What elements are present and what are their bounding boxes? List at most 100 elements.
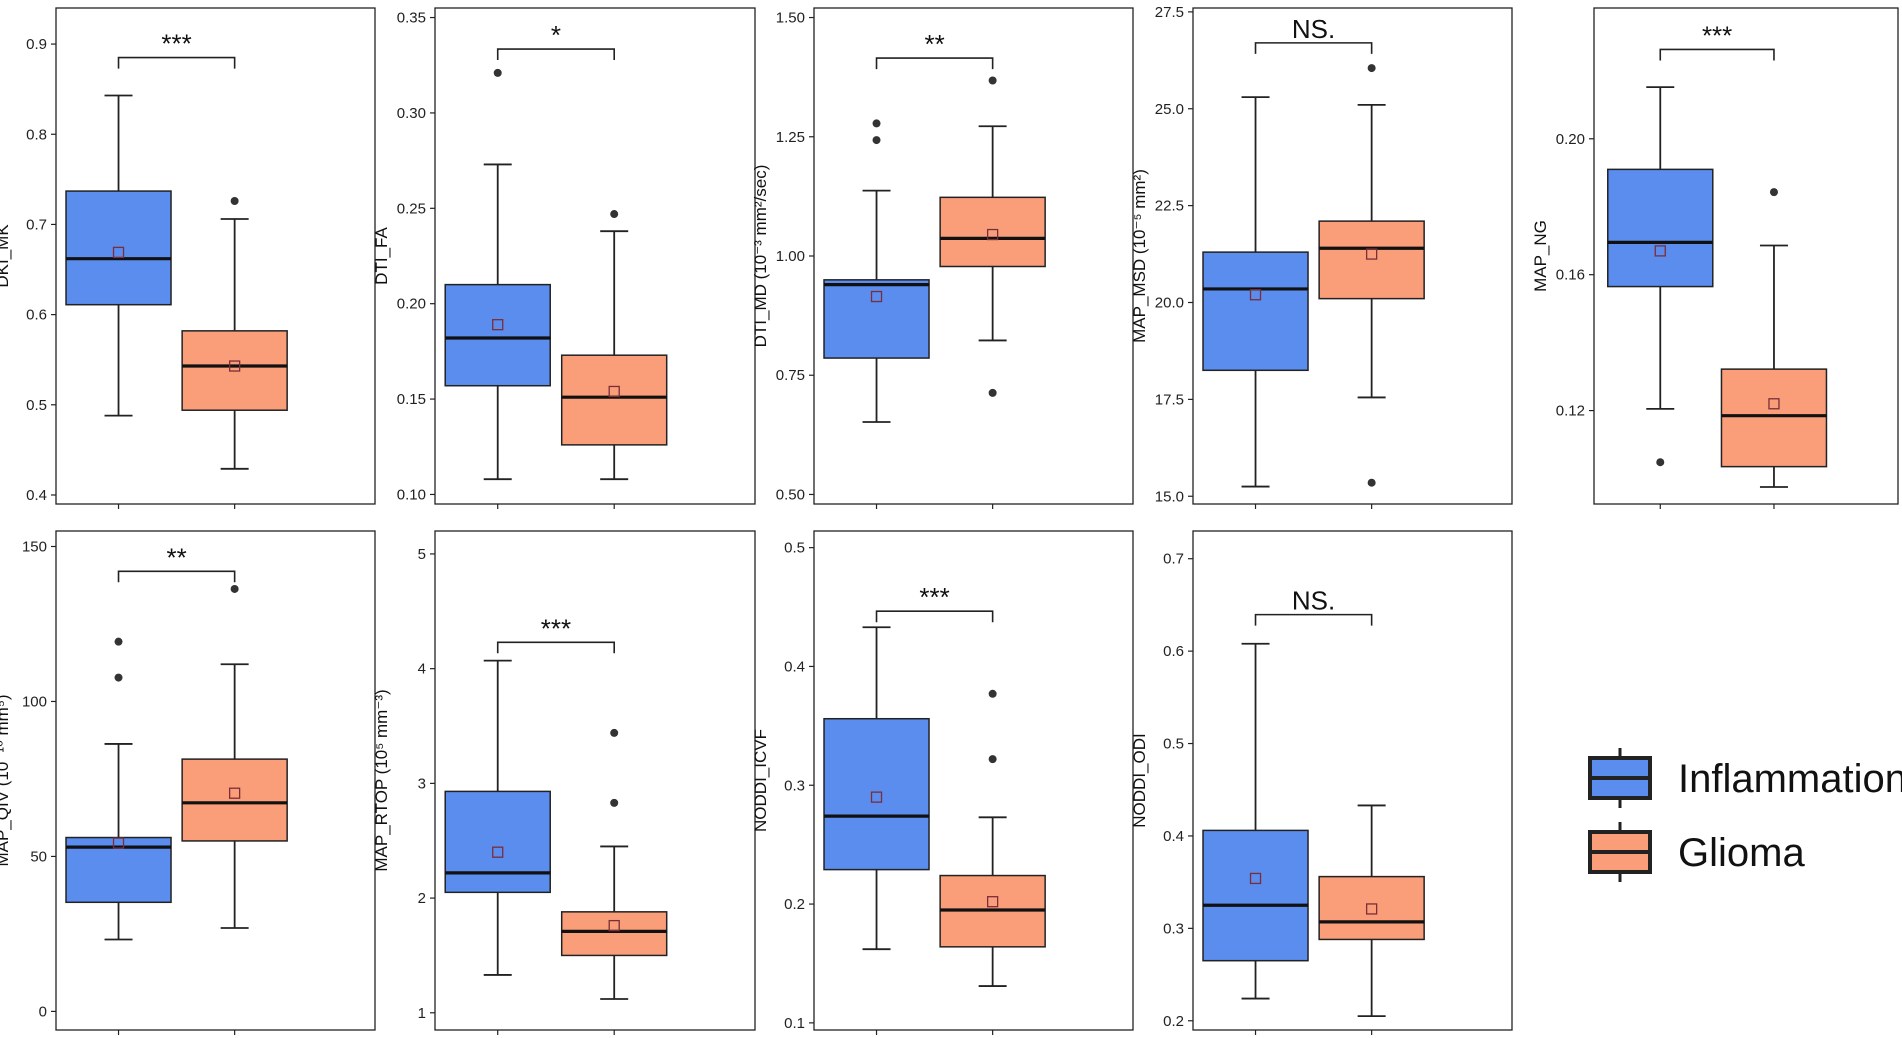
box-inflammation [1202, 96, 1309, 488]
box-glioma [939, 689, 1046, 987]
legend-label-inflammation: Inflammation [1678, 757, 1902, 801]
significance-label: *** [161, 29, 191, 59]
significance-bracket [875, 610, 994, 623]
y-tick-label: 22.5 [1155, 198, 1184, 215]
significance-label: * [551, 20, 561, 50]
y-tick-label: 1.50 [776, 10, 805, 27]
y-tick-label: 3 [418, 775, 426, 792]
mean-marker [1365, 248, 1378, 260]
panel-map-qiv: 0 50 100 150 MAP_QIV (10⁻¹⁰ mm⁵) ** [0, 530, 376, 1035]
significance-bracket [1254, 613, 1373, 626]
box-glioma [1720, 188, 1828, 488]
outlier-point [872, 119, 881, 128]
mean-marker [112, 246, 125, 259]
significance-label: NS. [1292, 14, 1335, 44]
iqr-box [1720, 368, 1828, 468]
significance-bracket [117, 570, 236, 583]
y-tick-label: 1.25 [776, 129, 805, 146]
outlier-point [872, 136, 881, 145]
mean-marker [1654, 245, 1666, 257]
significance-label: *** [1702, 20, 1732, 50]
panel-dti-md: 0.50 0.75 1.00 1.25 1.50 DTI_MD (10⁻³ mm²/sec… [751, 7, 1134, 509]
y-tick-label: 0.5 [784, 540, 805, 557]
box-inflammation [823, 119, 930, 423]
panel-map-msd: 15.0 17.5 20.0 22.5 25.0 27.5 MAP_MSD (10⁻⁵ mm… [1130, 4, 1513, 509]
y-tick-label: 0.4 [26, 487, 47, 504]
mean-marker [1365, 903, 1378, 915]
y-axis-title: MAP_RTOP (10⁵ mm⁻³) [372, 689, 391, 871]
y-tick-label: 0.4 [1163, 828, 1184, 845]
outlier-point [610, 728, 619, 737]
y-tick-label: 0.7 [26, 216, 47, 233]
panel-noddi-icvf: 0.1 0.2 0.3 0.4 0.5 NODDI_ICVF *** [751, 530, 1134, 1035]
iqr-box [560, 354, 668, 446]
panel-dki-mk: 0.4 0.5 0.6 0.7 0.8 0.9 DKI_MK *** [0, 7, 376, 509]
significance-bracket [117, 56, 236, 69]
significance-label: *** [919, 582, 949, 612]
y-tick-label: 2 [418, 890, 426, 907]
y-tick-label: 0.20 [1556, 131, 1585, 148]
outlier-point [988, 388, 997, 397]
y-tick-label: 0.50 [776, 486, 805, 503]
iqr-box [444, 283, 551, 387]
outlier-point [493, 68, 502, 77]
box-inflammation [1202, 642, 1309, 1000]
y-tick-label: 0.3 [1163, 920, 1184, 937]
y-axis-title: MAP_MSD (10⁻⁵ mm²) [1130, 169, 1149, 343]
iqr-box [939, 196, 1046, 268]
y-tick-label: 0.1 [784, 1015, 805, 1032]
box-inflammation [823, 626, 930, 951]
iqr-box [1202, 251, 1309, 372]
y-tick-label: 0.75 [776, 367, 805, 384]
panel-map-rtop: 1 2 3 4 5 MAP_RTOP (10⁵ mm⁻³) *** [372, 530, 756, 1035]
y-tick-label: 0.4 [784, 658, 805, 675]
outlier-point [230, 196, 239, 205]
y-tick-label: 0.2 [784, 896, 805, 913]
mean-marker [492, 319, 504, 331]
y-axis-title: MAP_QIV (10⁻¹⁰ mm⁵) [0, 694, 12, 866]
y-tick-label: 100 [22, 693, 47, 710]
iqr-box [823, 279, 930, 359]
outlier-point [230, 584, 239, 593]
legend: Inflammation Glioma [1588, 748, 1902, 882]
y-tick-label: 0 [39, 1003, 47, 1020]
mean-marker [228, 360, 241, 372]
panel-dti-fa: 0.10 0.15 0.20 0.25 0.30 0.35 DTI_FA * [372, 7, 756, 509]
y-tick-label: 0.15 [397, 391, 426, 408]
y-axis-title: DTI_MD (10⁻³ mm²/sec) [751, 165, 770, 348]
outlier-point [988, 689, 997, 698]
y-tick-label: 0.5 [1163, 736, 1184, 753]
mean-marker [1249, 289, 1262, 301]
box-glioma [181, 584, 288, 929]
mean-marker [870, 290, 883, 303]
outlier-point [1769, 188, 1778, 197]
significance-label: ** [166, 542, 186, 572]
y-tick-label: 0.16 [1556, 267, 1585, 284]
y-axis-title: MAP_NG [1531, 220, 1550, 292]
box-glioma [1318, 804, 1425, 1018]
mean-marker [112, 837, 125, 849]
box-glioma [560, 728, 668, 1000]
y-tick-label: 1 [418, 1005, 426, 1022]
y-axis-title: DTI_FA [372, 227, 391, 285]
y-tick-label: 150 [22, 538, 47, 555]
box-glioma [1318, 64, 1425, 487]
y-tick-label: 0.8 [26, 126, 47, 143]
significance-bracket [875, 57, 994, 70]
mean-marker [986, 896, 999, 908]
panel-noddi-odi: 0.2 0.3 0.4 0.5 0.6 0.7 NODDI_ODI NS. [1130, 530, 1513, 1035]
outlier-point [988, 755, 997, 764]
legend-label-glioma: Glioma [1678, 831, 1805, 875]
box-inflammation [65, 637, 172, 941]
y-tick-label: 0.10 [397, 486, 426, 503]
significance-label: ** [924, 29, 944, 59]
panel-map-ng: 0.12 0.16 0.20 MAP_NG *** [1531, 7, 1899, 509]
iqr-box [1318, 875, 1425, 941]
box-inflammation [444, 659, 551, 976]
iqr-box [1607, 168, 1714, 288]
box-inflammation [65, 94, 172, 417]
y-tick-label: 0.6 [1163, 643, 1184, 660]
y-tick-label: 0.20 [397, 296, 426, 313]
outlier-point [1367, 478, 1376, 487]
